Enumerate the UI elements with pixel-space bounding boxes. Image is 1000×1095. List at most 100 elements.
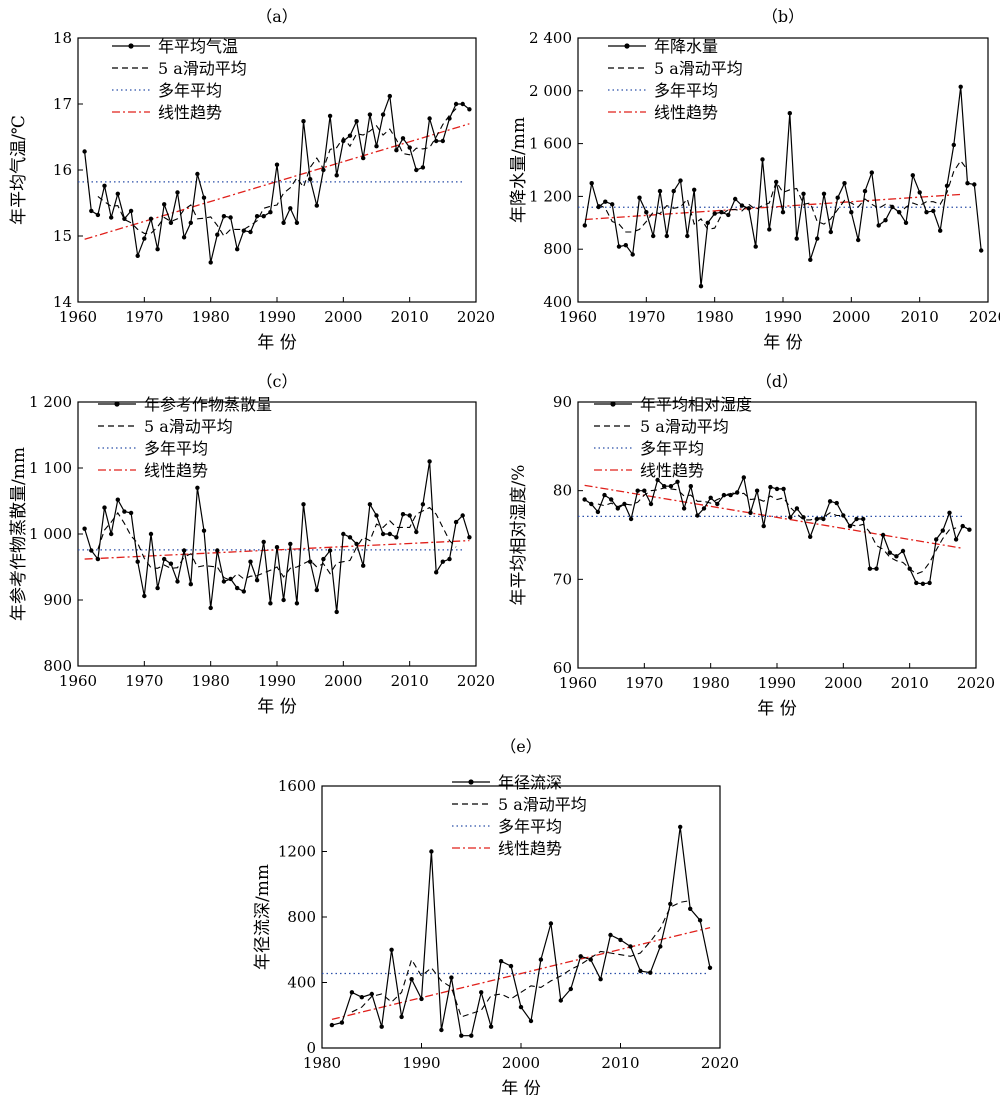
y-tick-label: 60 [553,659,572,677]
legend-label: 年降水量 [654,37,718,56]
data-point [498,959,504,964]
data-point [95,212,101,218]
data-point [339,1020,345,1025]
y-tick-label: 0 [306,1039,316,1057]
data-point [115,497,121,502]
data-point [841,513,846,518]
data-point [314,587,319,593]
data-point [715,501,720,507]
data-point [681,506,687,511]
data-point [609,497,614,502]
observed-series-line [84,95,470,263]
legend-marker [128,43,134,49]
data-point [168,220,174,225]
data-point [890,204,895,210]
data-point [821,191,827,196]
data-point [181,235,187,240]
data-point [241,228,246,233]
data-point [321,556,326,562]
data-point [434,138,439,144]
x-tick-label: 1980 [303,1054,341,1072]
data-point [221,579,227,584]
legend-label: 5 a滑动平均 [144,417,233,436]
data-point [148,216,154,221]
y-tick-label: 1 000 [29,525,72,543]
x-tick-label: 2000 [824,674,862,692]
data-point [142,593,147,599]
data-point [453,101,459,107]
y-axis-label: 年参考作物蒸散量/mm [9,447,29,621]
x-tick-label: 1990 [758,674,796,692]
data-point [768,484,773,490]
data-point [155,585,160,591]
data-point [347,535,353,540]
data-point [692,187,697,192]
x-tick-label: 1960 [59,672,97,690]
data-point [761,523,766,529]
data-point [349,990,355,995]
trend-line [84,123,470,240]
data-point [701,506,707,511]
data-point [854,516,859,522]
data-point [698,284,704,289]
data-point [409,977,414,982]
data-point [460,101,465,107]
data-point [274,162,280,167]
data-point [953,537,959,542]
data-point [467,535,472,540]
data-point [449,975,454,980]
data-point [635,488,640,493]
data-point [578,954,583,959]
legend-label: 5 a滑动平均 [654,59,743,78]
data-point [429,849,434,854]
data-point [354,541,359,547]
y-axis-label: 年平均气温/℃ [9,115,29,225]
y-tick-label: 900 [43,591,72,609]
data-point [697,918,703,923]
data-point [321,167,326,173]
y-axis-label: 年径流深/mm [253,864,273,970]
data-point [618,937,623,943]
data-point [479,990,484,995]
data-point [268,601,273,606]
data-point [334,173,339,178]
data-point [235,247,240,252]
y-tick-label: 2 000 [529,82,572,100]
data-point [808,534,813,539]
data-point [241,589,246,594]
data-point [695,513,700,518]
data-point [294,601,300,606]
data-point [927,580,932,586]
data-point [894,554,899,559]
data-point [739,203,745,208]
y-tick-label: 16 [53,161,72,179]
data-point [459,1033,464,1038]
data-point [688,906,693,911]
panel-title: （d） [756,372,798,391]
data-point [175,190,180,195]
data-point [367,502,373,507]
x-axis-label: 年 份 [763,333,802,353]
data-point [301,119,306,124]
x-tick-label: 2020 [957,674,995,692]
x-tick-label: 1980 [692,674,730,692]
data-point [808,257,813,262]
data-point [900,548,906,554]
legend-marker [624,43,630,49]
x-axis-label: 年 份 [501,1079,540,1095]
y-tick-label: 70 [553,570,572,588]
data-point [726,212,731,218]
data-point [642,488,647,493]
y-tick-label: 400 [287,974,316,992]
legend-label: 线性趋势 [498,839,562,858]
data-point [582,223,587,228]
data-point [447,116,452,121]
data-point [109,531,114,537]
data-point [387,93,392,99]
legend-label: 线性趋势 [158,103,222,122]
data-point [142,236,147,241]
data-point [235,585,240,591]
y-axis-label: 年降水量/mm [509,117,529,223]
